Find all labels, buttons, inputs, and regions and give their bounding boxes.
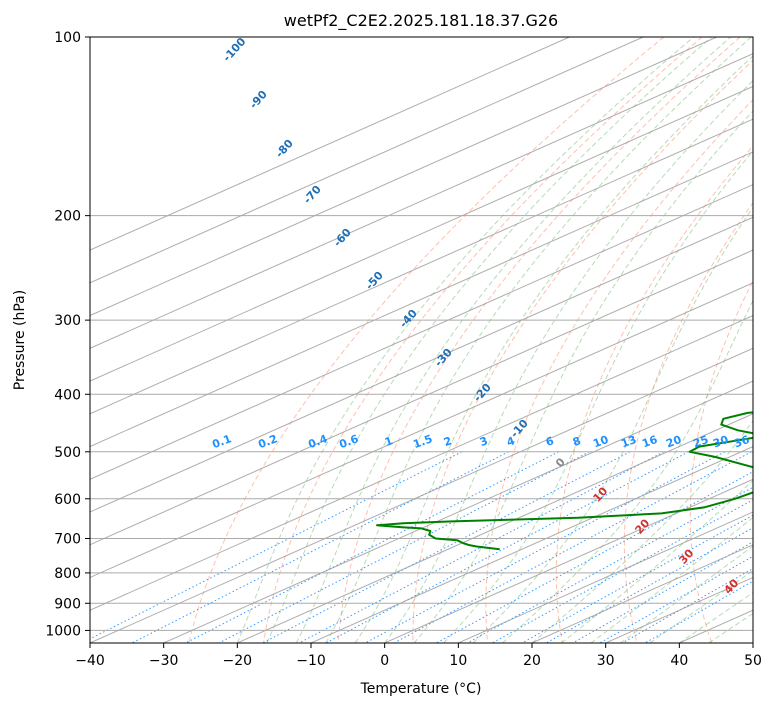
- moist-adiabat: [561, 479, 753, 643]
- isotherm: [383, 478, 753, 643]
- moist-adiabat: [443, 150, 753, 643]
- y-axis-label: Pressure (hPa): [12, 290, 28, 390]
- mixing-ratio-label: 1: [383, 434, 395, 449]
- y-tick-label: 1000: [45, 623, 81, 639]
- x-tick-label: −30: [149, 653, 179, 669]
- y-tick-label: 900: [54, 596, 81, 612]
- isotherm: [309, 445, 753, 643]
- mixing-ratio-line: [217, 451, 590, 643]
- moist-adiabat: [236, 37, 694, 643]
- x-tick-label: 50: [744, 653, 762, 669]
- moist-adiabat: [649, 569, 753, 643]
- mixing-ratio-line: [130, 451, 509, 643]
- mixing-ratio-label: 16: [640, 433, 659, 451]
- isotherm: [90, 216, 753, 513]
- moist-adiabat: [384, 79, 753, 643]
- y-tick-label: 800: [54, 566, 81, 582]
- mixing-ratio-label: 0.4: [306, 432, 329, 451]
- isotherm: [90, 37, 570, 251]
- x-tick-label: 0: [380, 653, 389, 669]
- mixing-ratio-line: [325, 451, 689, 643]
- moist-adiabat: [354, 55, 753, 643]
- dry-adiabat: [412, 59, 753, 643]
- moist-adiabat: [325, 37, 752, 643]
- mixing-ratio-label: 30: [711, 433, 730, 451]
- mixing-ratio-line: [435, 471, 753, 643]
- dry-adiabat: [623, 201, 753, 643]
- mixing-ratio-line: [184, 451, 559, 643]
- y-tick-label: 200: [54, 209, 81, 225]
- mixing-ratio-label: 2: [442, 434, 454, 449]
- y-tick-label: 100: [54, 30, 81, 46]
- x-tick-label: 40: [670, 653, 688, 669]
- isotherm: [90, 282, 753, 579]
- isotherm: [456, 511, 753, 643]
- isotherm: [90, 37, 644, 284]
- isotherm: [90, 151, 753, 448]
- chart-title: wetPf2_C2E2.2025.181.18.37.G26: [284, 11, 558, 31]
- dry-adiabat: [754, 37, 775, 645]
- mixing-ratio-label: 20: [664, 433, 683, 451]
- mixing-ratio-label: 3: [478, 434, 490, 449]
- y-tick-label: 500: [54, 445, 81, 461]
- y-tick-label: 300: [54, 313, 81, 329]
- series-line-2: [376, 411, 753, 551]
- moist-adiabat: [531, 419, 753, 643]
- mixing-ratio-label: 13: [619, 433, 638, 450]
- y-tick-label: 400: [54, 387, 81, 403]
- isotherm: [90, 249, 753, 546]
- isotherm: [235, 413, 753, 643]
- plot-background: [90, 37, 753, 643]
- mixing-ratio-label: 36: [732, 433, 751, 451]
- isotherm: [90, 85, 753, 382]
- isotherm: [90, 37, 718, 317]
- mixing-ratio-line: [545, 527, 753, 643]
- x-tick-label: 10: [449, 653, 467, 669]
- x-axis-label: Temperature (°C): [360, 681, 482, 697]
- mixing-ratio-label: 25: [691, 433, 710, 450]
- isotherm: [90, 315, 753, 611]
- isotherm: [90, 184, 753, 480]
- isotherm: [90, 118, 753, 415]
- x-tick-label: −40: [75, 653, 105, 669]
- x-tick-label: 20: [523, 653, 541, 669]
- moist-adiabat: [295, 37, 732, 643]
- y-tick-label: 700: [54, 532, 81, 548]
- plot-frame: [89, 36, 754, 644]
- reference-curve: [0, 37, 57, 645]
- mixing-ratio-line: [521, 514, 753, 643]
- mixing-ratio-line: [364, 451, 726, 643]
- mixing-ratio-line: [466, 486, 753, 643]
- mixing-ratio-label: 1.5: [411, 432, 434, 451]
- x-tick-label: 30: [597, 653, 615, 669]
- x-tick-label: −10: [296, 653, 326, 669]
- mixing-ratio-label: 0.1: [210, 432, 233, 451]
- isotherm: [90, 53, 753, 349]
- mixing-ratio-label: 8: [571, 434, 583, 449]
- moist-adiabat: [679, 592, 753, 643]
- y-tick-label: 600: [54, 492, 81, 508]
- mixing-ratio-label: 4: [505, 434, 517, 449]
- dry-adiabat: [188, 37, 665, 643]
- mixing-ratio-label: 0.2: [256, 432, 279, 451]
- isotherm: [90, 347, 753, 643]
- x-tick-label: −20: [223, 653, 253, 669]
- isotherm: [162, 380, 753, 643]
- mixing-ratio-label: 6: [544, 434, 556, 449]
- mixing-ratio-label: 0.6: [337, 432, 360, 451]
- mixing-ratio-label: 10: [591, 433, 610, 451]
- mixing-ratio-line: [571, 541, 753, 643]
- moist-adiabat: [266, 37, 712, 643]
